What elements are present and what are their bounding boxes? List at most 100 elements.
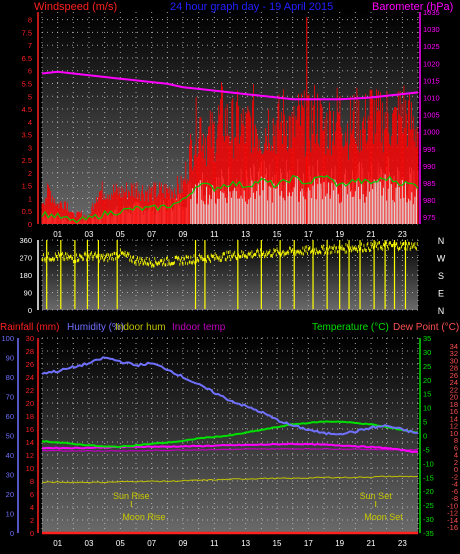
temp-tick-label: 30 [423, 348, 431, 357]
x-tick-label: 05 [116, 230, 125, 239]
indoor-hum-label: Indoor hum [115, 322, 166, 333]
rain-tick-label: 12 [26, 451, 34, 460]
direction-tick-label: 270 [19, 254, 32, 263]
windspeed-axis-label: Windspeed (m/s) [34, 1, 117, 13]
temp-tick-label: -30 [423, 515, 434, 524]
x-tick-label-bottom: 01 [53, 539, 62, 548]
indoor-temp-label: Indoor temp [172, 322, 226, 333]
baro-tick-label: 975 [423, 213, 436, 222]
humidity-line [41, 356, 419, 436]
wind-avg-line [41, 175, 419, 224]
x-tick-label: 19 [335, 230, 344, 239]
dew-tick-label: 20 [450, 393, 458, 402]
rain-tick-label: 14 [26, 438, 34, 447]
x-tick-label-bottom: 05 [116, 539, 125, 548]
compass-label: S [438, 271, 444, 281]
temp-tick-label: -25 [423, 501, 434, 510]
x-tick-label-bottom: 21 [367, 539, 376, 548]
direction-tick-label: 360 [19, 236, 32, 245]
humidity-tick-label: 100 [1, 334, 14, 343]
dew-tick-label: 34 [450, 342, 458, 351]
x-tick-label-bottom: 17 [304, 539, 313, 548]
dew-tick-label: -2 [451, 472, 458, 481]
humidity-tick-label: 0 [10, 529, 14, 538]
wind-tick-label: 5 [28, 92, 32, 101]
dew-tick-label: -16 [447, 523, 458, 532]
humidity-tick-label: 50 [6, 432, 14, 441]
series-layer [41, 17, 419, 535]
dew-tick-label: 16 [450, 407, 458, 416]
wind-tick-label: 7.5 [22, 28, 32, 37]
axes-layer: 0 0.5 1 1.5 2 2.5 3 3.5 4 4.5 5 5.5 6 6.5 7 7.5 8 975 980 9… [1, 8, 458, 548]
x-tick-label-bottom: 11 [210, 539, 219, 548]
wind-tick-label: 8 [28, 16, 32, 25]
x-tick-label-bottom: 19 [335, 539, 344, 548]
x-tick-label: 21 [367, 230, 376, 239]
rain-tick-label: 10 [26, 464, 34, 473]
wind-tick-label: 6.5 [22, 54, 32, 63]
temp-tick-label: -10 [423, 459, 434, 468]
humidity-tick-label: 40 [6, 451, 14, 460]
rain-tick-label: 26 [26, 360, 34, 369]
baro-tick-label: 995 [423, 145, 436, 154]
x-tick-label: 15 [273, 230, 282, 239]
compass-label: W [437, 254, 446, 264]
indoor-humidity-line [41, 475, 419, 484]
barometer-line [41, 70, 419, 101]
wind-tick-label: 4.5 [22, 105, 32, 114]
humidity-axis-label: Humidity (%) [67, 322, 124, 333]
rain-tick-label: 2 [30, 516, 34, 525]
compass-label: E [438, 289, 444, 299]
baro-tick-label: 1010 [423, 93, 440, 102]
humidity-tick-label: 80 [6, 373, 14, 382]
x-tick-label: 09 [179, 230, 188, 239]
wind-tick-label: 4 [28, 118, 32, 127]
dew-tick-label: 0 [454, 465, 458, 474]
rain-tick-label: 30 [26, 334, 34, 343]
dew-tick-label: -6 [451, 487, 458, 496]
dew-tick-label: 24 [450, 378, 458, 387]
rain-tick-label: 8 [30, 477, 34, 486]
temp-tick-label: 25 [423, 362, 431, 371]
wind-tick-label: 2 [28, 169, 32, 178]
indoor-temp-line [42, 447, 419, 452]
grid-dots [41, 12, 419, 534]
temp-tick-label: -35 [423, 529, 434, 538]
rainfall-axis-label: Rainfall (mm) [0, 322, 59, 333]
temperature-line [41, 420, 418, 449]
temp-tick-label: 5 [423, 418, 427, 427]
barometer-axis-label: Barometer (hPa) [372, 1, 453, 13]
x-tick-label: 03 [85, 230, 94, 239]
rain-tick-label: 18 [26, 412, 34, 421]
rain-tick-label: 28 [26, 347, 34, 356]
chart-title: 24 hour graph day - 19 April 2015 [170, 1, 333, 13]
dew-tick-label: -14 [447, 516, 458, 525]
baro-tick-label: 1000 [423, 128, 440, 137]
dew-tick-label: -4 [451, 480, 458, 489]
humidity-tick-label: 70 [6, 393, 14, 402]
temp-tick-label: -5 [423, 445, 430, 454]
wind-tick-label: 1.5 [22, 182, 32, 191]
dew-tick-label: 8 [454, 436, 458, 445]
sun-rise-label: Sun Rise [113, 491, 150, 501]
rain-tick-label: 6 [30, 490, 34, 499]
sun-set-label: Sun Set [360, 491, 393, 501]
x-tick-label-bottom: 09 [179, 539, 188, 548]
x-tick-label-bottom: 15 [273, 539, 282, 548]
baro-tick-label: 980 [423, 196, 436, 205]
moon-set-label: Moon Set [364, 512, 403, 522]
direction-tick-label: 180 [19, 271, 32, 280]
temp-tick-label: -20 [423, 487, 434, 496]
rain-tick-label: 4 [30, 503, 34, 512]
rain-tick-label: 20 [26, 399, 34, 408]
x-tick-label: 07 [147, 230, 156, 239]
moon-rise-label: Moon Rise [122, 512, 165, 522]
rain-tick-label: 16 [26, 425, 34, 434]
dew-tick-label: 6 [454, 443, 458, 452]
wind-tick-label: 5.5 [22, 80, 32, 89]
baro-tick-label: 1025 [423, 42, 440, 51]
x-tick-label: 13 [241, 230, 250, 239]
x-tick-label-bottom: 07 [147, 539, 156, 548]
temp-tick-label: 0 [423, 432, 427, 441]
